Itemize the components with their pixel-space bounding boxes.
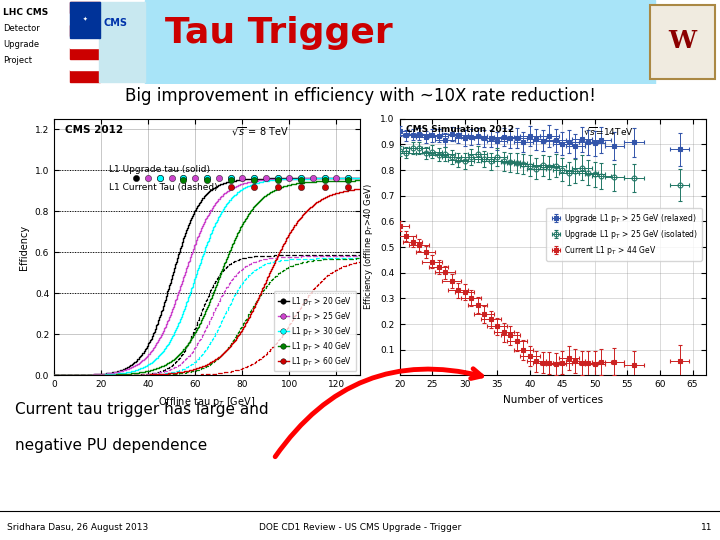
Bar — [70, 70, 100, 82]
Text: W: W — [668, 29, 696, 53]
Text: $\sqrt{s}$ = 8 TeV: $\sqrt{s}$ = 8 TeV — [232, 125, 289, 138]
Bar — [70, 48, 100, 59]
Y-axis label: Efficiency (offline p$_T$>40 GeV): Efficiency (offline p$_T$>40 GeV) — [362, 184, 375, 310]
Bar — [70, 59, 100, 70]
Text: Big improvement in efficiency with ~10X rate reduction!: Big improvement in efficiency with ~10X … — [125, 87, 595, 105]
Text: CMS: CMS — [103, 18, 127, 28]
X-axis label: Number of vertices: Number of vertices — [503, 395, 603, 404]
Bar — [70, 2, 100, 14]
Text: 11: 11 — [701, 523, 713, 532]
Text: negative PU dependence: negative PU dependence — [15, 438, 207, 453]
Legend: Upgrade L1 p$_T$ > 25 GeV (relaxed), Upgrade L1 p$_T$ > 25 GeV (isolated), Curre: Upgrade L1 p$_T$ > 25 GeV (relaxed), Upg… — [546, 208, 702, 261]
Text: ✦: ✦ — [83, 17, 87, 22]
Text: Sridhara Dasu, 26 August 2013: Sridhara Dasu, 26 August 2013 — [7, 523, 148, 532]
Text: Upgrade: Upgrade — [3, 40, 39, 49]
Text: LHC CMS: LHC CMS — [3, 8, 48, 17]
Bar — [70, 25, 100, 36]
Bar — [99, 2, 145, 82]
Text: L1 Current Tau (dashed): L1 Current Tau (dashed) — [109, 183, 217, 192]
Text: Project: Project — [3, 57, 32, 65]
Legend: L1 p$_T$ > 20 GeV, L1 p$_T$ > 25 GeV, L1 p$_T$ > 30 GeV, L1 p$_T$ > 40 GeV, L1 p: L1 p$_T$ > 20 GeV, L1 p$_T$ > 25 GeV, L1… — [274, 291, 356, 372]
Bar — [70, 14, 100, 25]
Bar — [70, 36, 100, 48]
Bar — [145, 0, 655, 84]
Bar — [0, 0, 70, 84]
Text: DOE CD1 Review - US CMS Upgrade - Trigger: DOE CD1 Review - US CMS Upgrade - Trigge… — [259, 523, 461, 532]
Text: Tau Trigger: Tau Trigger — [165, 16, 392, 50]
FancyArrowPatch shape — [275, 369, 482, 457]
Text: L1 Upgrade tau (solid): L1 Upgrade tau (solid) — [109, 165, 210, 174]
Text: CMS 2012: CMS 2012 — [65, 125, 123, 135]
Y-axis label: Effidency: Effidency — [19, 225, 30, 269]
Text: CMS Simulation 2012: CMS Simulation 2012 — [406, 125, 514, 134]
Bar — [70, 2, 100, 38]
Text: Detector: Detector — [3, 24, 40, 33]
Text: $\sqrt{s}$=14TeV: $\sqrt{s}$=14TeV — [583, 125, 634, 137]
X-axis label: Offline tau p$_T$ [GeV]: Offline tau p$_T$ [GeV] — [158, 395, 256, 409]
Text: Current tau trigger has large and: Current tau trigger has large and — [15, 402, 269, 417]
Bar — [650, 5, 715, 79]
